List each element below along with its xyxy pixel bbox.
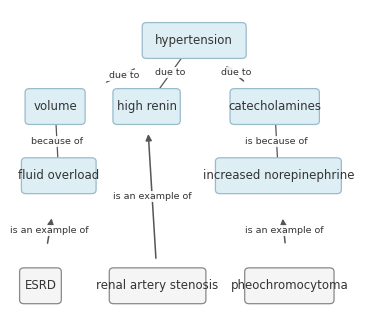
FancyBboxPatch shape	[20, 268, 61, 304]
Text: due to: due to	[109, 71, 139, 80]
Text: catecholamines: catecholamines	[228, 100, 321, 113]
Text: is because of: is because of	[245, 137, 308, 146]
FancyBboxPatch shape	[215, 158, 341, 194]
Text: volume: volume	[33, 100, 77, 113]
Text: is an example of: is an example of	[10, 226, 89, 235]
Text: is an example of: is an example of	[113, 192, 192, 201]
Text: renal artery stenosis: renal artery stenosis	[97, 279, 219, 292]
FancyBboxPatch shape	[230, 89, 319, 124]
Text: high renin: high renin	[117, 100, 177, 113]
Text: hypertension: hypertension	[155, 34, 233, 47]
Text: fluid overload: fluid overload	[18, 169, 100, 182]
Text: because of: because of	[31, 137, 83, 146]
Text: pheochromocytoma: pheochromocytoma	[231, 279, 348, 292]
Text: increased norepinephrine: increased norepinephrine	[203, 169, 354, 182]
FancyBboxPatch shape	[113, 89, 180, 124]
FancyBboxPatch shape	[21, 158, 96, 194]
Text: due to: due to	[221, 68, 252, 77]
FancyBboxPatch shape	[25, 89, 85, 124]
Text: ESRD: ESRD	[24, 279, 57, 292]
FancyBboxPatch shape	[142, 23, 246, 59]
FancyBboxPatch shape	[245, 268, 334, 304]
FancyBboxPatch shape	[109, 268, 206, 304]
Text: due to: due to	[155, 68, 185, 77]
Text: is an example of: is an example of	[245, 226, 323, 235]
